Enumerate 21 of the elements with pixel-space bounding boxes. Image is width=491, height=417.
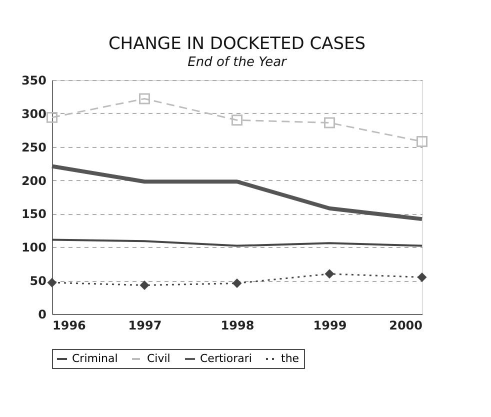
legend-label: Certiorari (200, 352, 252, 365)
line-series (50, 164, 424, 222)
y-tick-label: 50 (30, 274, 46, 288)
y-tick-label: 350 (21, 74, 46, 88)
x-tick-label: 1997 (128, 318, 162, 332)
legend-label: Civil (147, 352, 170, 365)
y-tick-label: 250 (21, 140, 46, 154)
x-tick-label: 1996 (52, 318, 86, 332)
x-tick-label: 1999 (313, 318, 347, 332)
chart-title: CHANGE IN DOCKETED CASES (108, 34, 366, 54)
legend-label: the (281, 352, 300, 365)
chart-subtitle: End of the Year (188, 55, 288, 70)
x-tick-label: 1998 (220, 318, 254, 332)
legend-label: Criminal (72, 352, 118, 365)
y-tick-label: 150 (21, 207, 46, 222)
y-tick-label: 100 (21, 240, 46, 255)
line-series (51, 238, 423, 247)
y-tick-label: 300 (21, 106, 46, 121)
y-tick-label: 200 (21, 174, 46, 188)
y-tick-label: 0 (38, 308, 46, 322)
x-tick-label: 2000 (389, 318, 422, 332)
